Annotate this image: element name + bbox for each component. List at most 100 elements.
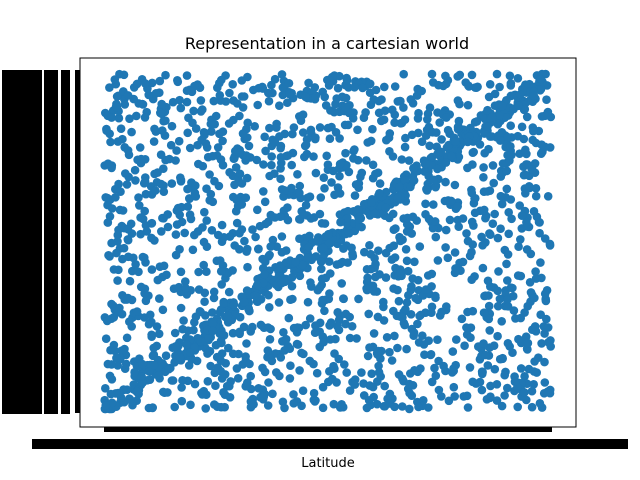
scatter-point bbox=[260, 367, 270, 377]
scatter-point bbox=[191, 312, 201, 322]
scatter-point bbox=[529, 380, 538, 389]
scatter-point bbox=[184, 361, 194, 370]
scatter-point bbox=[421, 285, 431, 294]
scatter-point bbox=[217, 338, 226, 348]
scatter-point bbox=[500, 370, 510, 380]
scatter-point bbox=[265, 303, 274, 312]
scatter-point bbox=[545, 241, 555, 250]
scatter-point bbox=[287, 183, 296, 193]
scatter-point bbox=[368, 382, 378, 392]
scatter-point bbox=[543, 323, 553, 332]
scatter-point bbox=[122, 180, 132, 189]
scatter-point bbox=[350, 145, 359, 154]
scatter-point bbox=[183, 184, 192, 194]
scatter-point bbox=[354, 215, 364, 224]
scatter-point bbox=[320, 306, 329, 316]
scatter-point bbox=[457, 314, 467, 324]
scatter-point bbox=[177, 396, 187, 406]
scatter-point bbox=[536, 149, 546, 158]
scatter-point bbox=[388, 209, 398, 219]
scatter-point bbox=[189, 106, 198, 116]
scatter-point bbox=[309, 152, 318, 161]
scatter-point bbox=[115, 205, 125, 215]
scatter-point bbox=[529, 367, 539, 376]
scatter-point bbox=[228, 328, 238, 338]
scatter-point bbox=[413, 319, 422, 329]
scatter-point bbox=[213, 363, 223, 372]
scatter-point bbox=[202, 216, 211, 225]
scatter-point bbox=[393, 193, 403, 203]
scatter-point bbox=[481, 291, 490, 301]
scatter-point bbox=[267, 80, 276, 90]
scatter-point bbox=[446, 196, 456, 206]
scatter-point bbox=[442, 113, 451, 122]
scatter-point bbox=[260, 270, 269, 279]
scatter-point bbox=[283, 98, 292, 107]
scatter-point bbox=[359, 113, 369, 122]
scatter-point bbox=[450, 268, 460, 278]
scatter-point bbox=[485, 343, 494, 352]
scatter-point bbox=[377, 116, 386, 126]
scatter-point bbox=[478, 263, 488, 273]
scatter-point bbox=[144, 319, 154, 329]
y-tick-labels-overlap bbox=[61, 70, 70, 414]
scatter-point bbox=[180, 228, 189, 238]
scatter-point bbox=[254, 384, 263, 393]
scatter-point bbox=[183, 202, 193, 211]
scatter-point bbox=[453, 96, 463, 105]
scatter-point bbox=[367, 369, 377, 379]
scatter-point bbox=[382, 333, 392, 342]
scatter-point bbox=[389, 241, 399, 250]
scatter-point bbox=[175, 245, 184, 254]
scatter-point bbox=[408, 99, 418, 108]
scatter-point bbox=[166, 140, 176, 150]
scatter-point bbox=[138, 252, 148, 262]
scatter-point bbox=[135, 354, 144, 364]
scatter-point bbox=[304, 78, 313, 88]
scatter-point bbox=[124, 252, 133, 262]
scatter-point bbox=[429, 200, 438, 209]
scatter-point bbox=[298, 210, 308, 219]
scatter-point bbox=[318, 295, 327, 305]
scatter-point bbox=[123, 224, 133, 234]
scatter-point bbox=[483, 276, 493, 286]
scatter-point bbox=[132, 79, 142, 89]
scatter-point bbox=[449, 366, 459, 376]
scatter-point bbox=[109, 265, 119, 274]
scatter-point bbox=[119, 70, 129, 80]
scatter-point bbox=[284, 79, 294, 88]
scatter-point bbox=[119, 243, 129, 253]
scatter-point bbox=[345, 333, 355, 343]
scatter-point bbox=[311, 133, 320, 142]
scatter-point bbox=[258, 84, 268, 93]
scatter-point bbox=[242, 247, 251, 256]
scatter-point bbox=[235, 327, 244, 337]
scatter-point bbox=[115, 303, 124, 313]
scatter-point bbox=[209, 293, 219, 303]
scatter-point bbox=[200, 297, 209, 307]
scatter-point bbox=[149, 343, 158, 353]
scatter-point bbox=[449, 382, 459, 392]
scatter-point bbox=[248, 322, 257, 332]
scatter-point bbox=[400, 142, 410, 152]
scatter-point bbox=[515, 90, 525, 99]
scatter-point bbox=[217, 220, 227, 230]
scatter-point bbox=[159, 187, 169, 196]
scatter-point bbox=[439, 361, 448, 371]
scatter-point bbox=[368, 160, 378, 170]
scatter-point bbox=[485, 326, 495, 335]
scatter-point bbox=[198, 105, 207, 114]
scatter-point bbox=[472, 83, 481, 92]
scatter-point bbox=[381, 203, 391, 213]
scatter-point bbox=[283, 215, 293, 225]
scatter-point bbox=[297, 401, 306, 411]
scatter-point bbox=[531, 267, 540, 276]
scatter-point bbox=[103, 159, 113, 168]
scatter-point bbox=[432, 128, 441, 137]
scatter-point bbox=[417, 137, 427, 146]
scatter-point bbox=[453, 72, 463, 81]
scatter-point bbox=[279, 328, 288, 337]
scatter-point bbox=[185, 194, 194, 203]
scatter-point bbox=[183, 128, 192, 138]
